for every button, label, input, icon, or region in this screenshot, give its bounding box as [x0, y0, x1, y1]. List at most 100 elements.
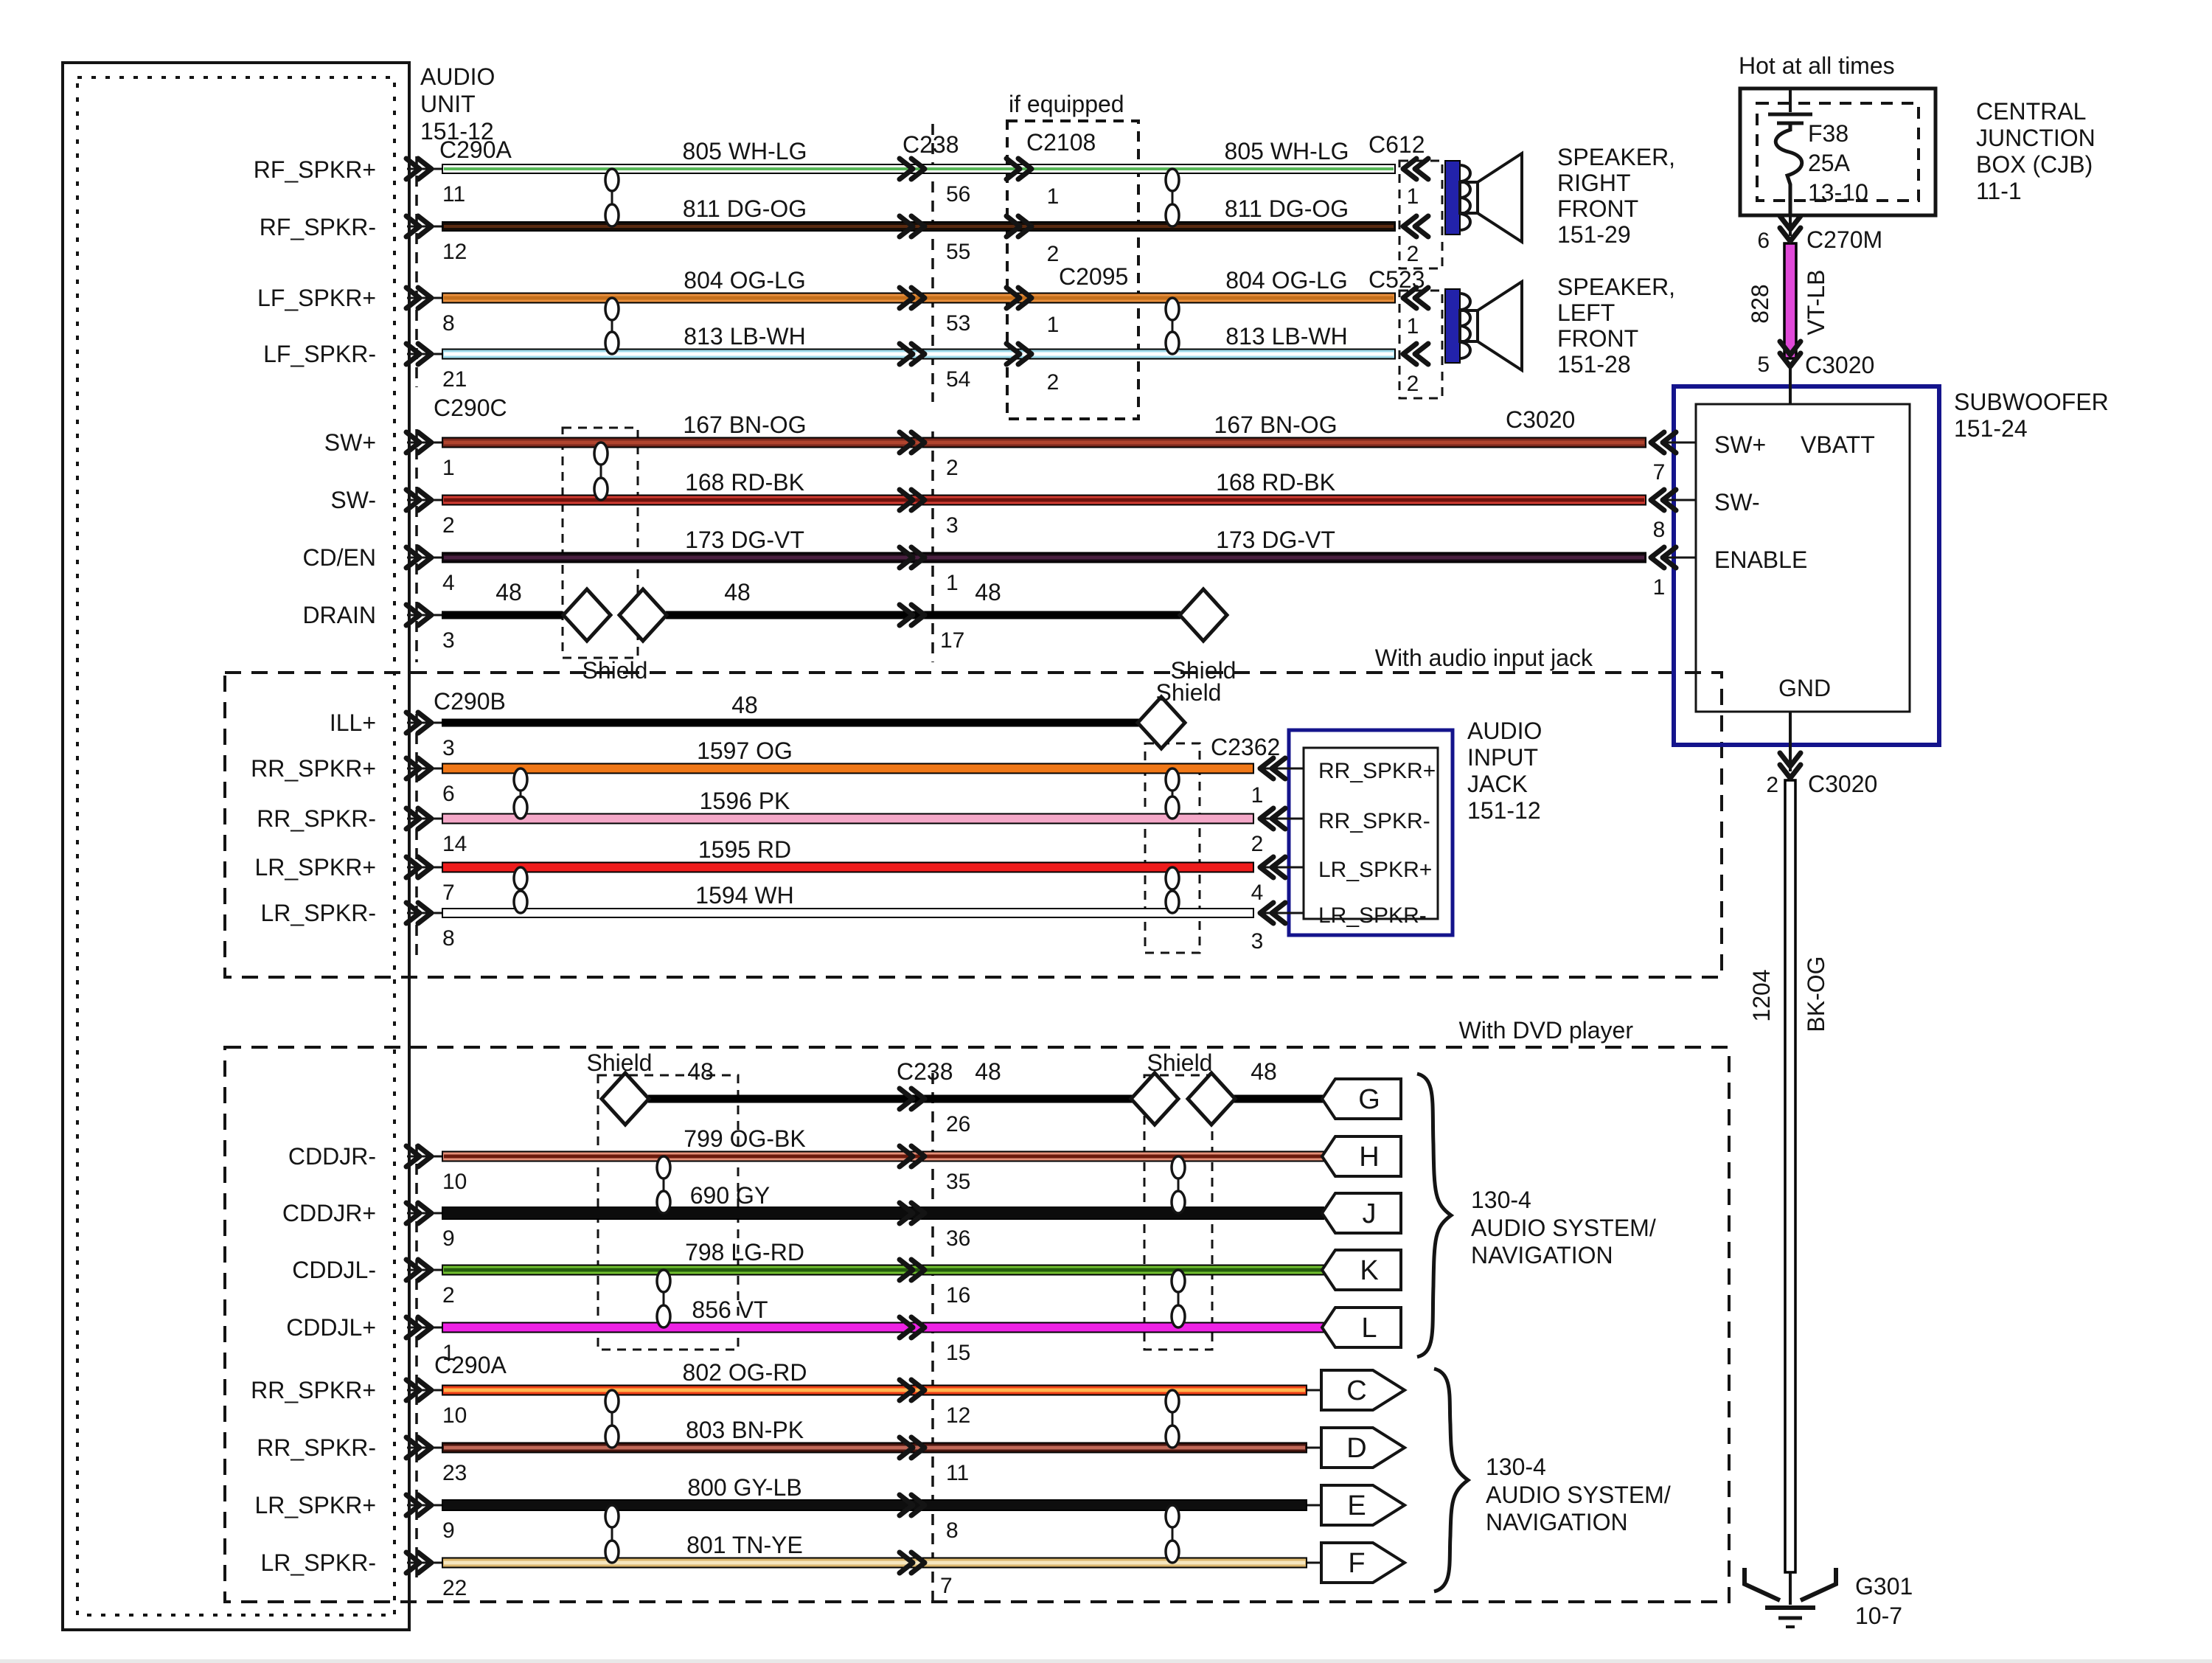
circuit-connector-letter-D: D: [1346, 1433, 1366, 1464]
wire-label-811-right: 811 DG-OG: [1225, 195, 1349, 222]
wire-arrow-l: [1648, 544, 1679, 571]
circuit-connector-C: [1320, 1369, 1408, 1412]
pin-8-c238: 8: [946, 1518, 959, 1543]
pin-1-dvd: 1: [442, 1341, 455, 1365]
wire-arrow-r: [1004, 156, 1034, 182]
sub-pin-sw-minus: SW-: [1714, 489, 1760, 515]
wire-label-1596: 1596 PK: [700, 788, 790, 814]
pin-label-sw-minus: SW-: [330, 487, 376, 513]
pin-label-rr2-spkr-minus: RR_SPKR-: [257, 1434, 376, 1461]
wire-arrow-r: [403, 487, 434, 513]
wire-label-48-sw-2: 48: [724, 579, 751, 605]
twisted-pair-loop: [655, 1304, 672, 1329]
circuit-connector-J: [1320, 1192, 1402, 1235]
shield-diamond-sw-3: [1177, 586, 1230, 644]
sw-shield-box: [561, 426, 639, 659]
wire-arrow-l: [1400, 156, 1431, 182]
wire-label-813-left: 813 LB-WH: [684, 323, 805, 350]
wire-label-168-right: 168 RD-BK: [1216, 469, 1335, 496]
pin-3-c2362: 3: [1251, 929, 1264, 954]
pin-2-c612: 2: [1407, 242, 1419, 266]
pin-2-sw: 2: [442, 513, 455, 538]
wire-arrow-d: [1777, 338, 1804, 369]
pin-26: 26: [946, 1112, 970, 1136]
conn-c2108: C2108: [1026, 129, 1096, 156]
wire-arrow-r: [403, 156, 434, 182]
twisted-pair-loop: [604, 167, 620, 192]
pin-2-c3020: 2: [1766, 773, 1778, 797]
twisted-pair-loop: [1170, 1268, 1186, 1294]
wire-48-ill: [442, 718, 1140, 727]
pin-label-lr2-spkr-minus: LR_SPKR-: [261, 1549, 377, 1576]
twisted-pair-loop: [604, 203, 620, 228]
pin-7-ill: 7: [442, 881, 455, 905]
pin-9-dvd: 9: [442, 1226, 455, 1251]
pin-label-cddjr-plus: CDDJR+: [282, 1200, 376, 1226]
pin-3-c238: 3: [946, 513, 959, 538]
twisted-pair-loop: [1164, 1389, 1180, 1414]
twisted-pair-loop: [512, 767, 529, 792]
wire-arrow-r: [403, 1434, 434, 1461]
wire-arrow-l: [1400, 213, 1431, 240]
twisted-pair-loop: [512, 866, 529, 891]
conn-c290b: C290B: [434, 688, 506, 715]
nav-group-2-line-3: NAVIGATION: [1486, 1509, 1628, 1535]
jack-title-2: INPUT: [1467, 744, 1538, 771]
wire-48-dvd-seg2: [1234, 1094, 1324, 1103]
pin-label-lr-spkr-plus: LR_SPKR+: [254, 854, 376, 881]
cjb-label-2: JUNCTION: [1976, 125, 2096, 151]
sub-pin-gnd: GND: [1778, 675, 1831, 701]
speaker-lf-label-4: 151-28: [1557, 351, 1631, 378]
wire-label-bk-og: BK-OG: [1803, 956, 1829, 1032]
wire-arrow-r: [1004, 213, 1034, 240]
wire-arrow-r: [897, 429, 928, 456]
wire-label-801: 801 TN-YE: [686, 1532, 803, 1558]
shield-diamond-dvd-left: [599, 1070, 652, 1128]
pin-2-c2108: 2: [1047, 242, 1060, 266]
speaker-rf-label-2: RIGHT: [1557, 170, 1631, 196]
twisted-pair-loop: [1164, 1539, 1180, 1564]
speaker-left-front-icon-horn: [1476, 279, 1523, 373]
jack-pin-rr-plus: RR_SPKR+: [1318, 759, 1436, 783]
speaker-lf-label-1: SPEAKER,: [1557, 274, 1675, 300]
pin-21: 21: [442, 367, 467, 392]
brace-dvd-group: [1416, 1072, 1455, 1359]
wire-label-1597: 1597 OG: [697, 737, 793, 764]
pin-label-lf-spkr-minus: LF_SPKR-: [263, 341, 376, 367]
if-equipped-box: [1006, 119, 1140, 420]
pin-8: 8: [442, 311, 455, 336]
conn-c523: C523: [1368, 266, 1425, 293]
pin-2-c238: 2: [946, 456, 959, 480]
conn-c2362: C2362: [1211, 734, 1280, 760]
pin-6-ill: 6: [442, 782, 455, 806]
pin-11-c238: 11: [946, 1461, 969, 1485]
conn-c3020-sw: C3020: [1506, 406, 1575, 433]
subwoofer-title-2: 151-24: [1954, 415, 2028, 442]
region-audio-input-jack: [223, 671, 1723, 979]
pin-label-cddjl-minus: CDDJL-: [292, 1257, 376, 1283]
pin-label-cd-en: CD/EN: [302, 544, 376, 571]
wire-arrow-r: [897, 1086, 928, 1112]
wire-arrow-l: [1648, 429, 1679, 456]
region-dvd-player: [223, 1046, 1731, 1603]
shield-label-ill: Shield: [1156, 679, 1222, 706]
conn-c3020-cjb: C3020: [1805, 352, 1874, 378]
pin-label-rf-spkr-plus: RF_SPKR+: [254, 156, 376, 183]
circuit-connector-letter-F: F: [1348, 1548, 1365, 1579]
pin-1-c238: 1: [946, 571, 959, 595]
ground-wing-right: [1799, 1568, 1838, 1603]
pin-14-ill: 14: [442, 832, 467, 856]
fuse-13-10: 13-10: [1808, 179, 1868, 206]
twisted-pair-loop: [512, 889, 529, 914]
pin-3-sw: 3: [442, 628, 455, 653]
twisted-pair-loop: [1170, 1190, 1186, 1215]
twisted-pair-loop: [593, 476, 609, 501]
wire-label-811-left: 811 DG-OG: [683, 195, 807, 222]
wire-arrow-r: [403, 805, 434, 832]
conn-c3020-bottom: C3020: [1808, 771, 1877, 797]
pin-17-c238: 17: [940, 628, 964, 653]
audio-unit-title-2: UNIT: [420, 91, 476, 117]
wire-label-167-right: 167 BN-OG: [1214, 412, 1337, 438]
wire-arrow-r: [403, 544, 434, 571]
